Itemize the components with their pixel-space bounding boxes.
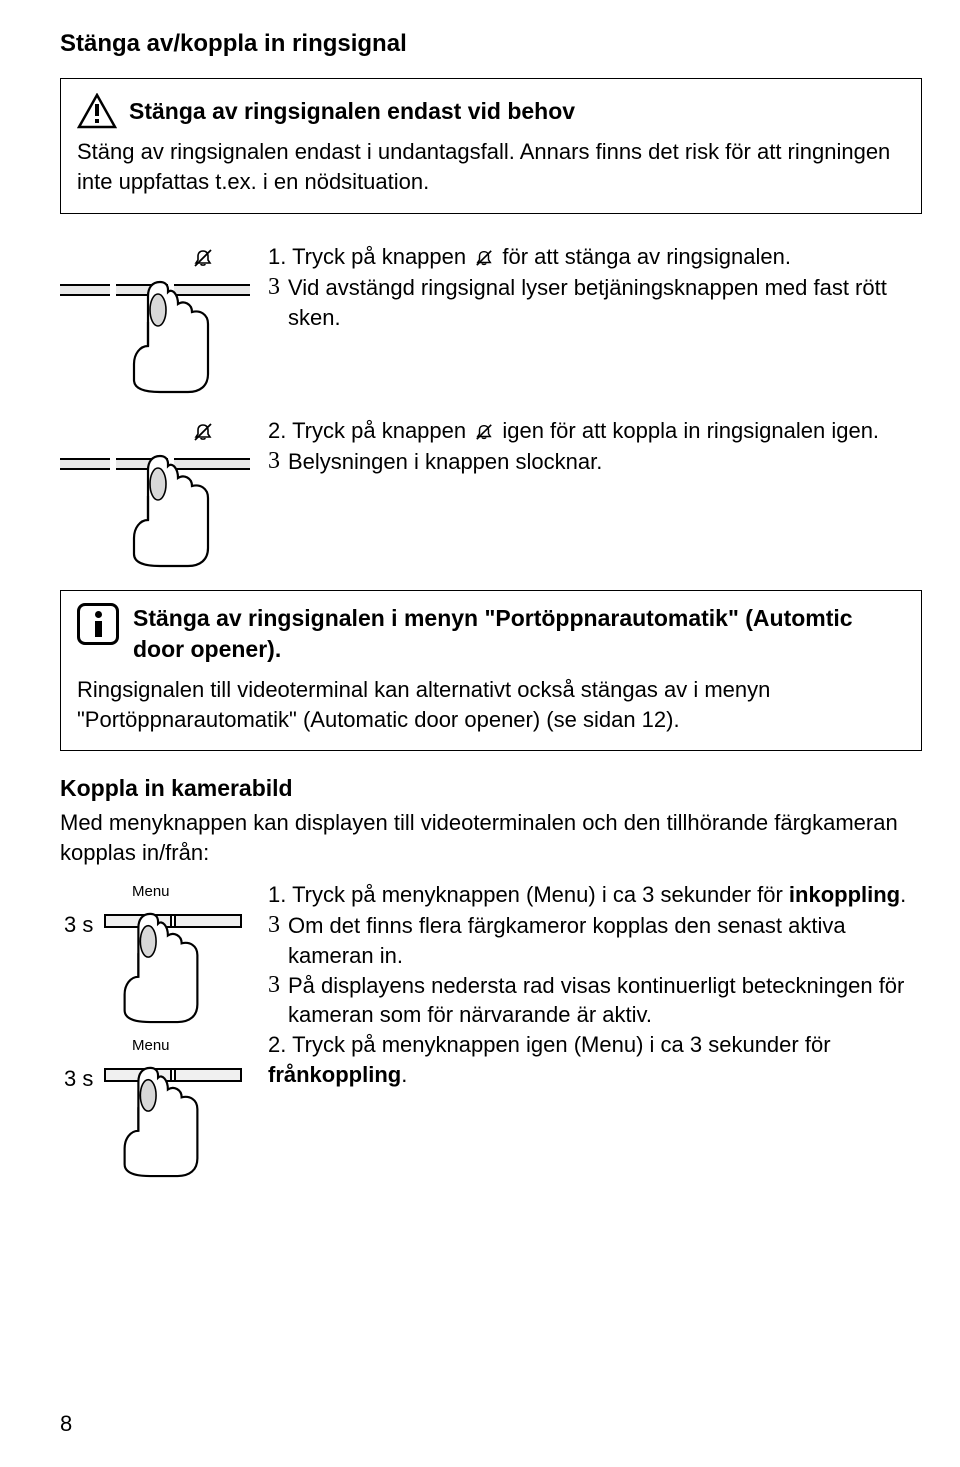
check-mark: 3 <box>268 447 280 477</box>
time-label: 3 s <box>64 1064 93 1094</box>
page-title: Stänga av/koppla in ringsignal <box>60 28 922 60</box>
camera-steps: Menu 3 s Menu 3 s 1. Tryck på menyknappe… <box>60 880 922 1174</box>
camera-check-2: På displayens nedersta rad visas kontinu… <box>288 971 922 1030</box>
step-2: 2. Tryck på knappen igen för att koppla … <box>60 416 922 566</box>
figure-menu-press-2: Menu 3 s <box>60 1034 242 1174</box>
check-mark: 3 <box>268 971 280 1030</box>
camera-intro: Med menyknappen kan displayen till video… <box>60 808 922 867</box>
info-title: Stänga av ringsignalen i menyn "Portöppn… <box>133 603 905 665</box>
menu-label: Menu <box>132 1036 170 1056</box>
step2-check: Belysningen i knappen slocknar. <box>288 447 922 477</box>
step2-pre: 2. Tryck på knappen <box>268 418 472 443</box>
step1-line: 1. Tryck på knappen för att stänga av ri… <box>268 242 922 272</box>
camera-title: Koppla in kamerabild <box>60 773 922 804</box>
warning-title: Stänga av ringsignalen endast vid behov <box>129 96 575 127</box>
figure-press-bell-off-1 <box>60 242 250 392</box>
bell-off-icon <box>474 249 494 267</box>
bell-off-icon <box>474 423 494 441</box>
info-box: Stänga av ringsignalen i menyn "Portöppn… <box>60 590 922 751</box>
info-icon <box>77 603 119 645</box>
warning-box: Stänga av ringsignalen endast vid behov … <box>60 78 922 213</box>
time-label: 3 s <box>64 910 93 940</box>
info-body: Ringsignalen till videoterminal kan alte… <box>77 675 905 734</box>
step1-post: för att stänga av ringsignalen. <box>496 244 791 269</box>
camera-step-2: 2. Tryck på menyknappen igen (Menu) i ca… <box>268 1030 922 1089</box>
bell-off-icon <box>192 422 214 442</box>
page-number: 8 <box>60 1409 72 1439</box>
menu-label: Menu <box>132 882 170 902</box>
warning-body: Stäng av ringsignalen endast i undantags… <box>77 137 905 196</box>
step2-line: 2. Tryck på knappen igen för att koppla … <box>268 416 922 446</box>
warning-icon <box>77 93 117 129</box>
step1-pre: 1. Tryck på knappen <box>268 244 472 269</box>
check-mark: 3 <box>268 273 280 332</box>
figure-press-bell-off-2 <box>60 416 250 566</box>
step1-check: Vid avstängd ringsignal lyser betjänings… <box>288 273 922 332</box>
step-1: 1. Tryck på knappen för att stänga av ri… <box>60 242 922 392</box>
bell-off-icon <box>192 248 214 268</box>
figure-menu-press-1: Menu 3 s <box>60 880 242 1020</box>
check-mark: 3 <box>268 911 280 970</box>
camera-check-1: Om det finns flera färgkameror kopplas d… <box>288 911 922 970</box>
step2-post: igen för att koppla in ringsignalen igen… <box>496 418 879 443</box>
camera-step-1: 1. Tryck på menyknappen (Menu) i ca 3 se… <box>268 880 922 910</box>
